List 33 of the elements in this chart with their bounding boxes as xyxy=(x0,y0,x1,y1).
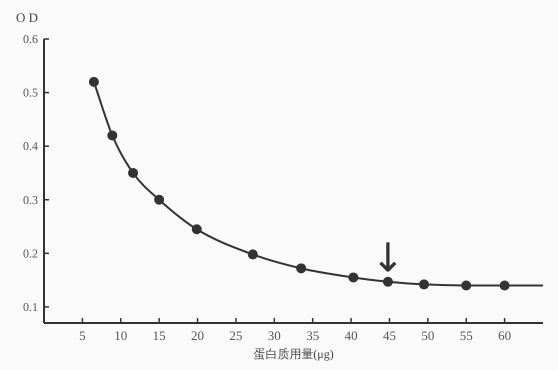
x-tick-label: 25 xyxy=(229,328,242,343)
point xyxy=(419,279,430,290)
point xyxy=(107,130,118,140)
x-tick-label: 35 xyxy=(306,328,320,343)
point xyxy=(348,272,358,282)
x-tick-label: 20 xyxy=(191,328,204,343)
point xyxy=(248,249,258,260)
point xyxy=(88,76,99,87)
y-tick-label: 0.5 xyxy=(23,86,38,100)
x-tick-label: 5 xyxy=(79,328,86,343)
x-tick-label: 60 xyxy=(498,328,512,343)
x-tick-label: 50 xyxy=(421,328,434,343)
point xyxy=(128,168,138,178)
point xyxy=(296,263,306,274)
y-tick-label: 0.2 xyxy=(23,246,38,260)
y-tick-label: 0.3 xyxy=(23,192,38,207)
x-tick-label: 10 xyxy=(114,328,128,343)
x-tick-label: 55 xyxy=(460,328,473,343)
y-tick-label: 0.1 xyxy=(23,300,38,314)
x-tick-label: 15 xyxy=(152,328,166,343)
x-tick-label: 45 xyxy=(382,328,396,343)
x-tick-label: 30 xyxy=(268,328,281,343)
point xyxy=(500,280,510,290)
y-tick-label: 0.6 xyxy=(23,32,38,46)
annotation: ↓ xyxy=(371,236,405,282)
point xyxy=(192,224,202,234)
x-tick-label: 40 xyxy=(344,328,358,343)
y-tick-label: 0.4 xyxy=(23,139,38,154)
x-axis-title: 蛋白质用量(μg) xyxy=(253,347,334,361)
y-axis-title: O D xyxy=(16,10,38,25)
point xyxy=(461,280,472,290)
point xyxy=(382,276,393,287)
point xyxy=(154,194,164,205)
